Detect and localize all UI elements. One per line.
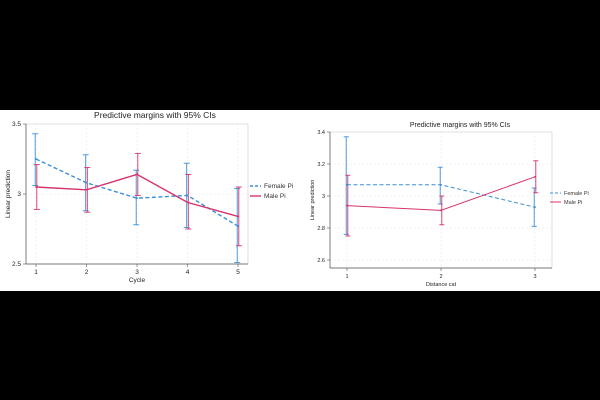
x-tick-label: 3: [135, 269, 139, 276]
x-tick-label: 4: [186, 269, 190, 276]
x-axis-label: Distance cat: [426, 282, 457, 288]
data-point: [136, 173, 138, 176]
figure-panel: Predictive margins with 95% CIs 1 2 3 4 5 2.5 3…: [0, 110, 600, 291]
data-point: [237, 225, 239, 228]
data-point: [85, 188, 88, 191]
y-axis-label: Linear prediction: [310, 180, 316, 221]
y-tick-label: 2.6: [317, 258, 325, 264]
y-tick-label: 3.5: [12, 121, 21, 128]
x-tick-label: 5: [236, 269, 240, 276]
x-axis-label: Cycle: [129, 277, 146, 284]
data-point: [346, 204, 348, 207]
data-point: [35, 186, 37, 188]
x-tick-label: 1: [345, 274, 348, 280]
legend-label: Male Pi: [564, 200, 582, 206]
legend-label: Male Pi: [264, 193, 286, 200]
legend-label: Female Pi: [264, 183, 293, 190]
data-point: [534, 206, 536, 209]
y-tick-label: 3.4: [317, 130, 325, 136]
y-tick-label: 3: [322, 194, 325, 200]
data-point: [186, 194, 189, 197]
data-point: [136, 197, 138, 200]
y-tick-label: 2.5: [12, 261, 21, 268]
chart-title: Predictive margins with 95% CIs: [410, 122, 511, 129]
data-point: [85, 181, 88, 184]
data-point: [237, 215, 239, 218]
data-point: [35, 158, 37, 160]
x-tick-label: 2: [85, 269, 89, 276]
x-tick-label: 3: [533, 274, 536, 280]
data-point: [440, 209, 442, 212]
data-point: [186, 201, 189, 204]
series-line: [35, 158, 239, 227]
x-tick-label: 1: [34, 269, 38, 276]
y-tick-label: 3.2: [317, 162, 325, 168]
data-point: [534, 175, 536, 178]
y-tick-label: 2.8: [317, 226, 325, 232]
y-tick-label: 3: [17, 191, 21, 198]
chart-title: Predictive margins with 95% CIs: [94, 110, 216, 120]
y-axis-label: Linear prediction: [5, 170, 12, 218]
legend-label: Female Pi: [564, 191, 589, 197]
x-tick-label: 2: [439, 274, 442, 280]
charts-svg: Predictive margins with 95% CIs 1 2 3 4 5 2.5 3…: [5, 110, 589, 288]
data-point: [346, 183, 348, 186]
data-point: [440, 183, 442, 186]
